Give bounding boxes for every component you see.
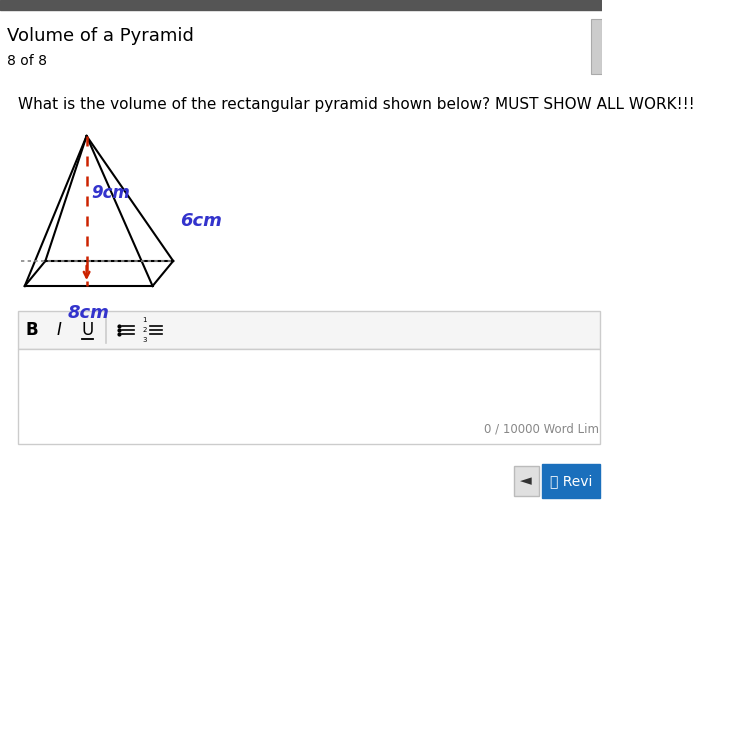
Text: B: B (25, 321, 38, 339)
Text: I: I (57, 321, 62, 339)
Bar (542, 464, 599, 498)
Text: Volume of a Pyramid: Volume of a Pyramid (7, 27, 193, 45)
Bar (18, 311, 601, 349)
Text: 8cm: 8cm (68, 304, 110, 322)
Bar (18, 349, 601, 444)
Bar (514, 466, 539, 496)
Text: 1
2
3: 1 2 3 (142, 317, 147, 343)
Bar (591, 19, 602, 74)
Text: ◄: ◄ (520, 474, 532, 488)
Text: U: U (81, 321, 93, 339)
Text: What is the volume of the rectangular pyramid shown below? MUST SHOW ALL WORK!!!: What is the volume of the rectangular py… (18, 97, 695, 112)
Text: 6cm: 6cm (180, 212, 222, 230)
Text: 8 of 8: 8 of 8 (7, 54, 47, 68)
Bar (0, 0, 602, 10)
Text: ⧉ Revi: ⧉ Revi (550, 474, 592, 488)
Text: 0 / 10000 Word Lim: 0 / 10000 Word Lim (484, 423, 599, 436)
Text: 9cm: 9cm (91, 184, 131, 202)
